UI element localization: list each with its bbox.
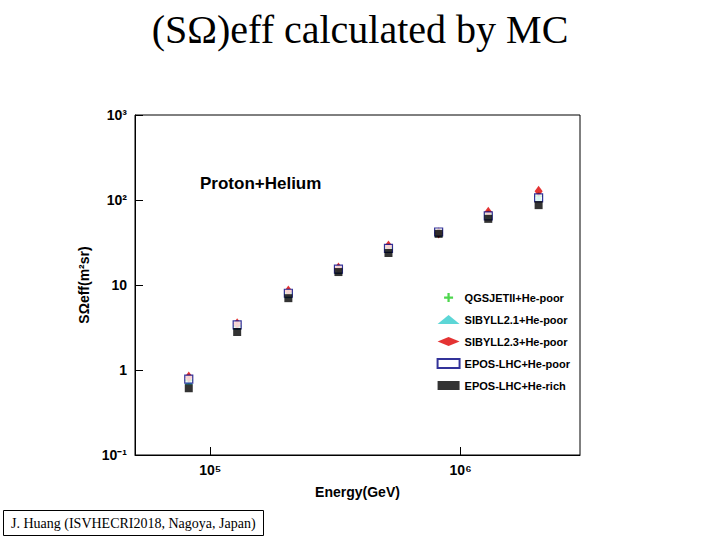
- svg-text:SΩeff(m²sr): SΩeff(m²sr): [76, 246, 92, 323]
- svg-text:10⁵: 10⁵: [199, 462, 221, 478]
- svg-text:10³: 10³: [107, 107, 128, 123]
- svg-text:QGSJETII+He-poor: QGSJETII+He-poor: [465, 292, 565, 304]
- svg-text:SIBYLL2.3+He-poor: SIBYLL2.3+He-poor: [465, 336, 569, 348]
- svg-text:Proton+Helium: Proton+Helium: [200, 174, 321, 193]
- svg-text:EPOS-LHC+He-poor: EPOS-LHC+He-poor: [465, 358, 571, 370]
- svg-text:EPOS-LHC+He-rich: EPOS-LHC+He-rich: [465, 380, 566, 392]
- svg-text:1: 1: [119, 362, 127, 378]
- svg-text:J. Huang (ISVHECRI2018, Nagoya: J. Huang (ISVHECRI2018, Nagoya, Japan): [11, 516, 256, 532]
- svg-text:10: 10: [111, 277, 127, 293]
- svg-text:Energy(GeV): Energy(GeV): [315, 484, 400, 500]
- svg-text:10⁻¹: 10⁻¹: [102, 447, 128, 463]
- svg-text:10²: 10²: [107, 192, 128, 208]
- svg-text:(SΩ)eff calculated by MC: (SΩ)eff calculated by MC: [152, 7, 569, 52]
- svg-text:10⁶: 10⁶: [450, 462, 472, 478]
- svg-text:SIBYLL2.1+He-poor: SIBYLL2.1+He-poor: [465, 314, 569, 326]
